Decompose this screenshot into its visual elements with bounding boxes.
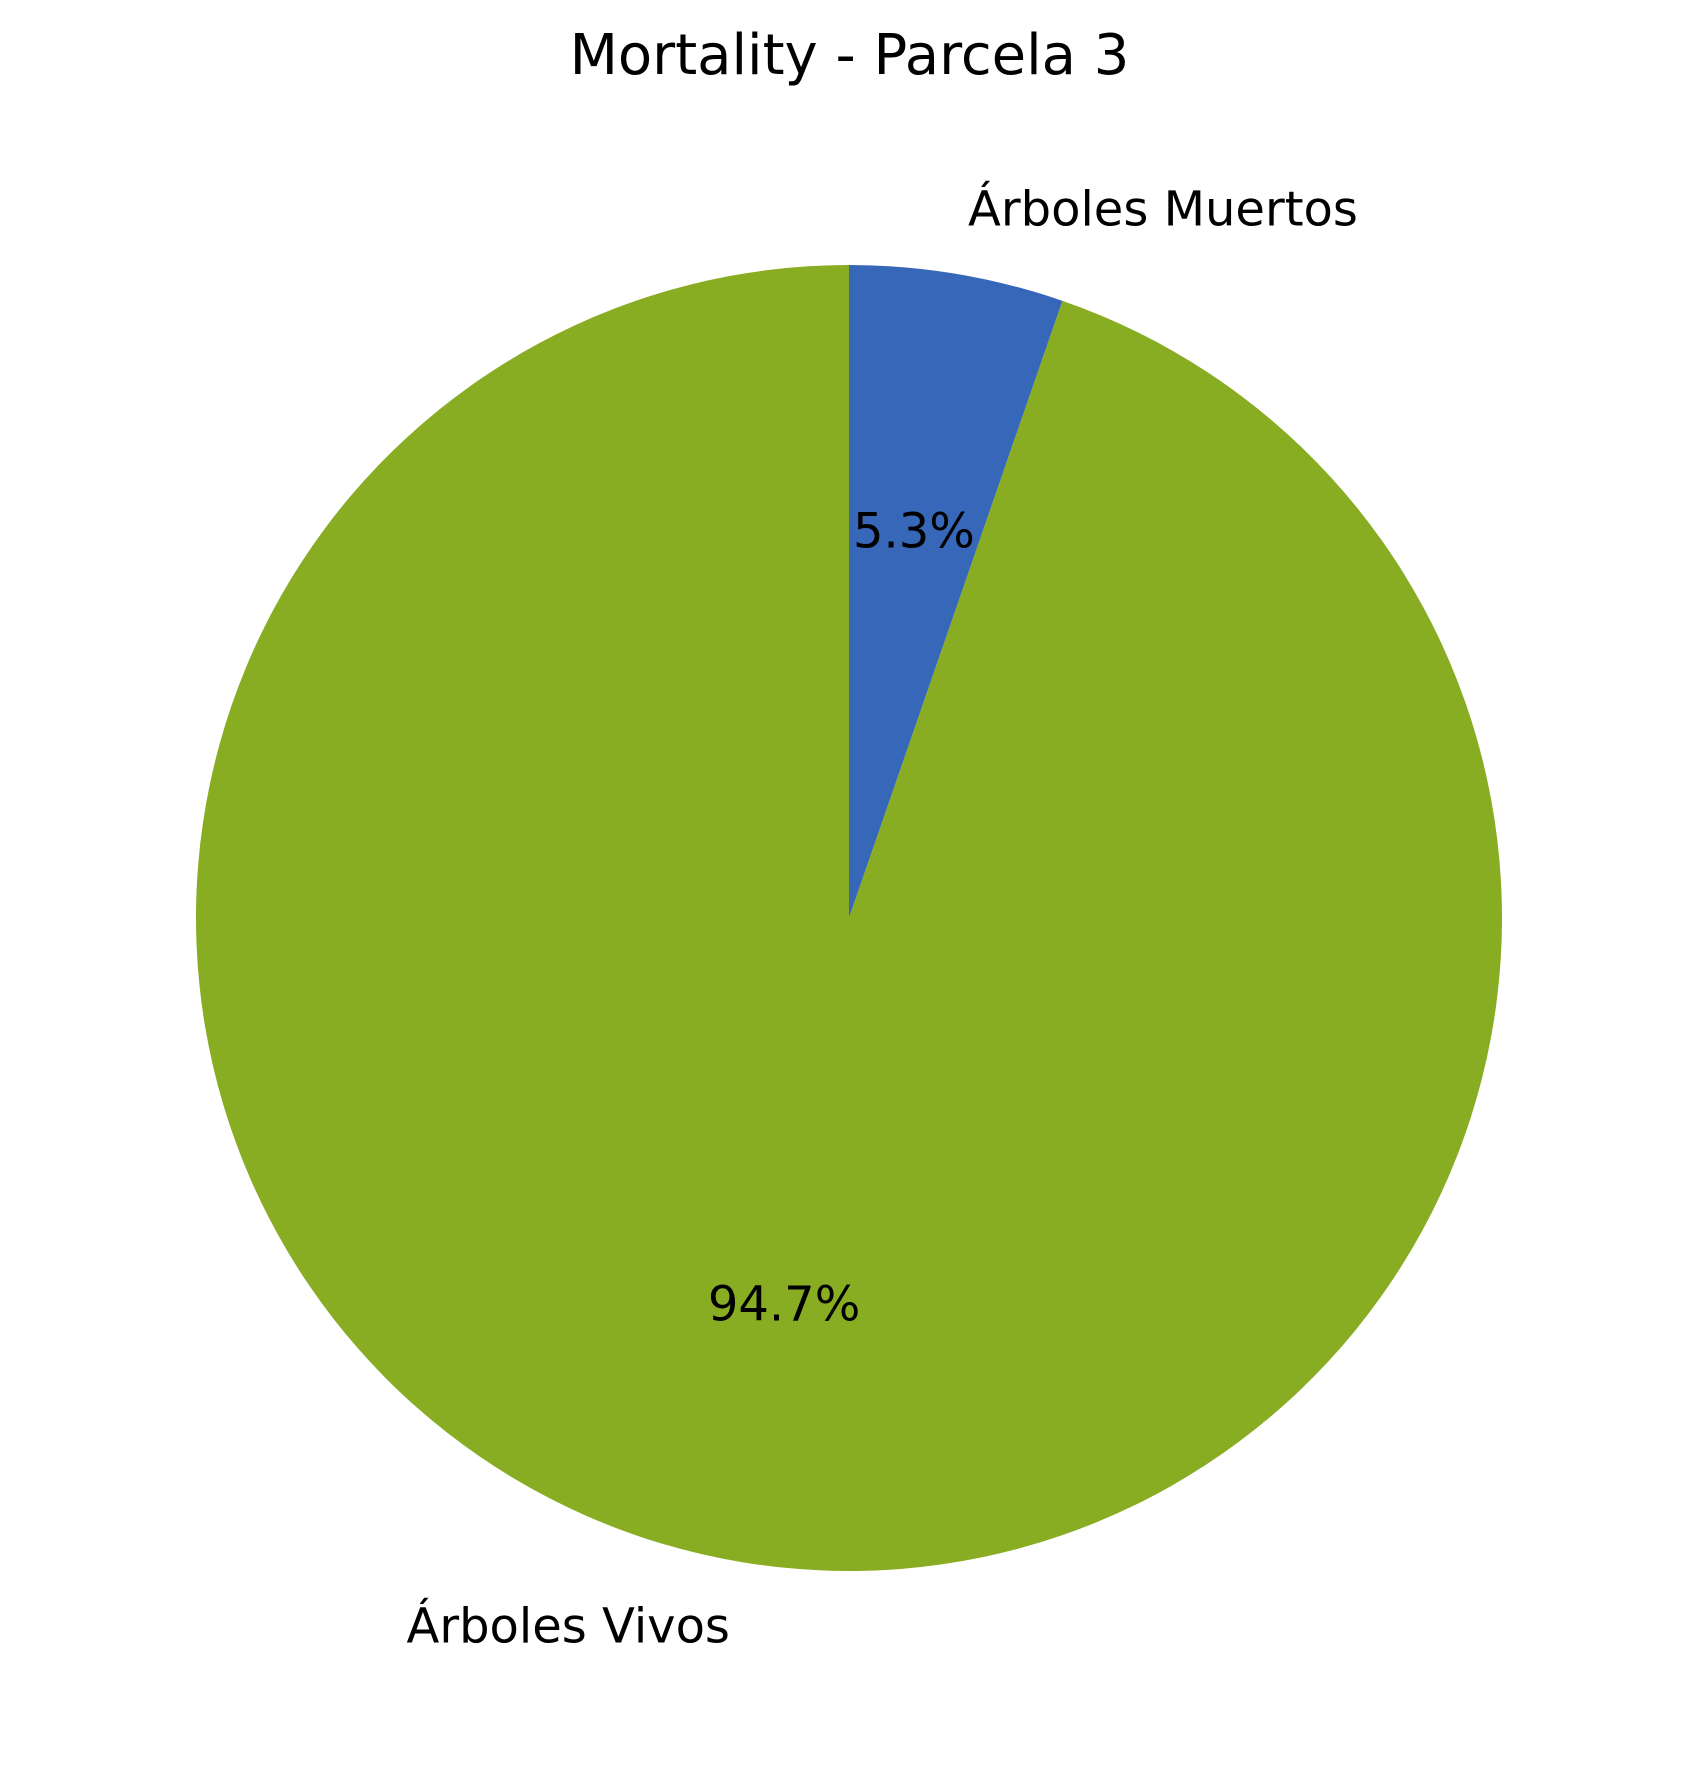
- pie-slice-0: [849, 265, 1063, 918]
- slice-percent-label-0: 5.3%: [853, 504, 975, 560]
- labels-layer: Árboles Muertos 5.3% Árboles Vivos 94.7%: [407, 181, 1358, 1655]
- pie-slice-1: [195, 265, 1503, 1571]
- slice-label-0: Árboles Muertos: [968, 181, 1358, 238]
- slices-layer: [195, 265, 1503, 1571]
- slice-label-1: Árboles Vivos: [407, 1597, 730, 1654]
- chart-title: Mortality - Parcela 3: [570, 23, 1130, 88]
- slice-percent-label-1: 94.7%: [708, 1276, 860, 1332]
